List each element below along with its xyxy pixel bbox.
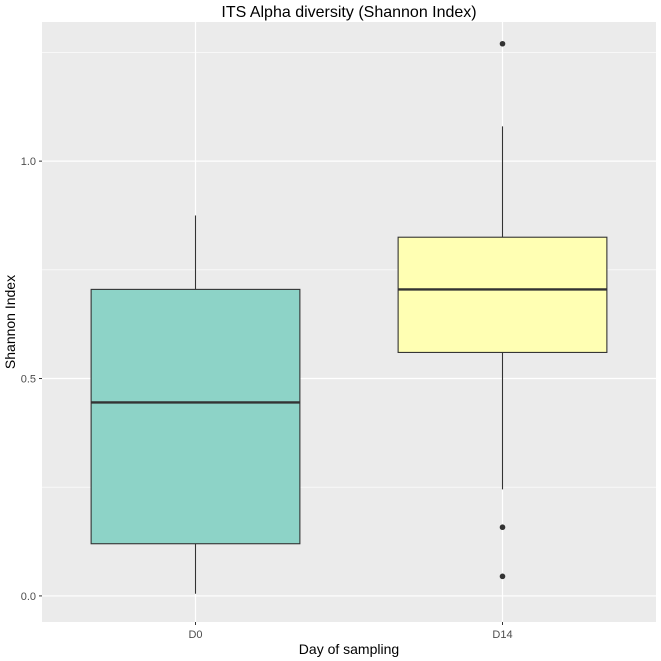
y-axis: 0.0 0.5 1.0	[21, 156, 42, 603]
iqr-box	[90, 288, 301, 545]
outlier-point	[499, 573, 506, 580]
x-tick-label: D0	[188, 629, 202, 641]
outlier-point	[499, 524, 506, 531]
y-tick-label: 1.0	[21, 156, 36, 168]
y-tick-label: 0.5	[21, 374, 36, 386]
outlier-point	[499, 40, 506, 47]
x-tick-label: D14	[492, 629, 512, 641]
y-tick-label: 0.0	[21, 591, 36, 603]
iqr-box	[397, 236, 608, 353]
chart-title: ITS Alpha diversity (Shannon Index)	[221, 4, 476, 21]
box-D0	[90, 215, 301, 594]
box-D14	[397, 40, 608, 580]
boxes-layer	[90, 40, 608, 594]
x-axis-title: Day of sampling	[299, 641, 399, 657]
y-axis-title: Shannon Index	[2, 275, 18, 369]
x-axis: D0 D14	[188, 622, 513, 641]
